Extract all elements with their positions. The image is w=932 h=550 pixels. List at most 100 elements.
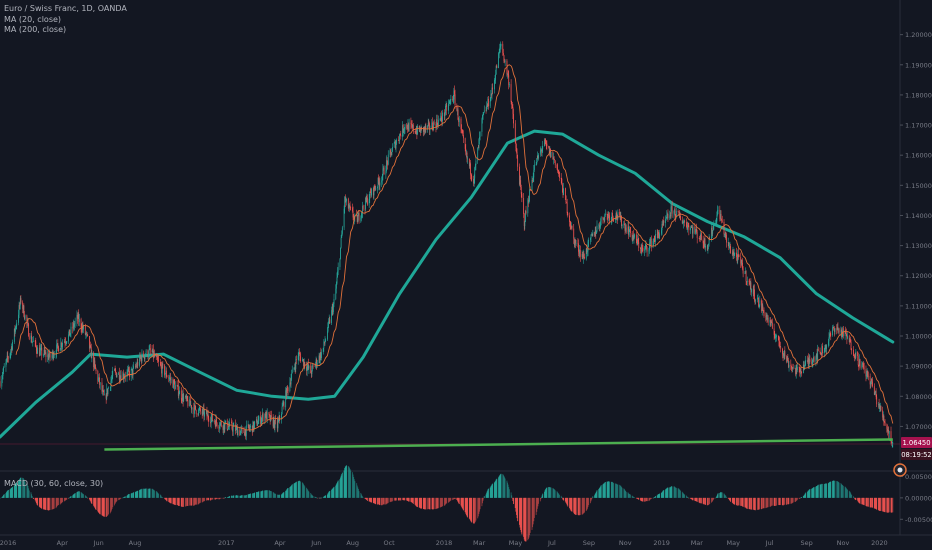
macd-histogram-bar	[545, 489, 547, 498]
candle-body	[398, 140, 400, 141]
macd-histogram-bar	[549, 487, 551, 498]
candle-body	[625, 227, 627, 231]
macd-histogram-bar	[385, 497, 387, 505]
candle-body	[126, 371, 128, 378]
candle-body	[103, 394, 105, 396]
candle-body	[462, 132, 464, 136]
macd-histogram-bar	[381, 497, 383, 506]
macd-histogram-bar	[516, 497, 518, 519]
candle-body	[194, 404, 196, 406]
candle-body	[544, 139, 545, 147]
macd-histogram-bar	[481, 497, 483, 507]
candle-body	[360, 217, 362, 221]
candle-body	[541, 150, 542, 152]
candle-body	[86, 332, 88, 335]
candle-body	[637, 239, 638, 245]
candle-body	[821, 346, 823, 356]
candle-body	[595, 231, 597, 234]
macd-histogram-bar	[638, 497, 640, 500]
macd-histogram-bar	[362, 496, 364, 498]
macd-histogram-bar	[285, 490, 287, 498]
macd-histogram-bar	[383, 497, 385, 505]
macd-histogram-bar	[606, 481, 608, 498]
macd-histogram-bar	[458, 497, 460, 505]
macd-histogram-bar	[356, 483, 358, 498]
macd-histogram-bar	[32, 497, 34, 499]
macd-histogram-bar	[721, 492, 723, 498]
candle-body	[412, 125, 414, 128]
macd-histogram-bar	[191, 497, 193, 506]
macd-histogram-bar	[357, 487, 359, 498]
macd-histogram-bar	[139, 489, 141, 498]
candle-body	[723, 221, 725, 235]
candle-body	[661, 223, 663, 231]
macd-histogram-bar	[177, 497, 179, 506]
candle-body	[857, 351, 859, 357]
candle-body	[578, 251, 580, 254]
candle-body	[137, 361, 139, 366]
macd-histogram-bar	[700, 497, 702, 504]
candle-body	[857, 356, 859, 365]
candle-body	[11, 347, 13, 350]
candle-body	[297, 355, 299, 360]
macd-histogram-bar	[340, 477, 341, 498]
macd-histogram-bar	[386, 497, 387, 504]
ma-fast-label[interactable]: MA (20, close)	[4, 14, 62, 24]
macd-histogram-bar	[374, 497, 375, 504]
macd-histogram-bar	[642, 497, 644, 502]
symbol-title[interactable]: Euro / Swiss Franc, 1D, OANDA	[4, 4, 127, 13]
macd-histogram-bar	[483, 496, 485, 498]
candle-body	[324, 341, 326, 344]
macd-histogram-bar	[164, 497, 166, 499]
macd-histogram-bar	[419, 497, 421, 508]
candle-body	[600, 216, 602, 222]
macd-histogram-bar	[470, 497, 472, 522]
candle-body	[453, 90, 455, 100]
macd-histogram-bar	[174, 497, 176, 505]
candle-body	[105, 394, 107, 399]
macd-histogram-bar	[115, 497, 117, 502]
macd-histogram-bar	[183, 497, 185, 507]
candle-body	[281, 413, 282, 419]
candle-body	[465, 148, 467, 154]
candle-body	[283, 401, 285, 408]
candle-body	[607, 214, 609, 219]
macd-histogram-bar	[362, 497, 364, 499]
candle-body	[406, 124, 408, 129]
candle-body	[12, 341, 13, 350]
candle-body	[385, 170, 387, 175]
macd-histogram-bar	[833, 480, 835, 498]
macd-legend[interactable]: MACD (30, 60, close, 30)	[4, 479, 104, 488]
candle-body	[325, 339, 327, 342]
candle-body	[344, 197, 346, 202]
macd-histogram-bar	[52, 497, 53, 510]
macd-histogram-bar	[18, 481, 19, 498]
candle-body	[95, 368, 97, 371]
ma-slow-label[interactable]: MA (200, close)	[4, 25, 67, 34]
candle-body	[878, 404, 879, 405]
candle-body	[473, 178, 475, 184]
candle-body	[402, 125, 404, 133]
macd-histogram-bar	[625, 491, 627, 498]
macd-histogram-bar	[859, 497, 861, 504]
macd-histogram-bar	[143, 488, 145, 498]
macd-histogram-bar	[610, 481, 612, 498]
candle-body	[458, 118, 460, 123]
macd-histogram-bar	[686, 495, 687, 498]
macd-histogram-bar	[236, 495, 238, 498]
macd-histogram-bar	[289, 486, 291, 498]
candle-body	[815, 357, 817, 362]
macd-histogram-bar	[590, 497, 592, 502]
candle-body	[223, 423, 225, 430]
macd-histogram-bar	[465, 497, 467, 515]
candle-body	[495, 74, 497, 81]
candle-body	[570, 225, 572, 229]
candle-body	[66, 341, 68, 343]
macd-histogram-bar	[557, 493, 559, 498]
candle-body	[849, 339, 851, 343]
macd-histogram-bar	[390, 497, 392, 502]
candle-body	[510, 84, 512, 102]
macd-histogram-bar	[570, 497, 572, 511]
macd-histogram-bar	[273, 492, 275, 498]
